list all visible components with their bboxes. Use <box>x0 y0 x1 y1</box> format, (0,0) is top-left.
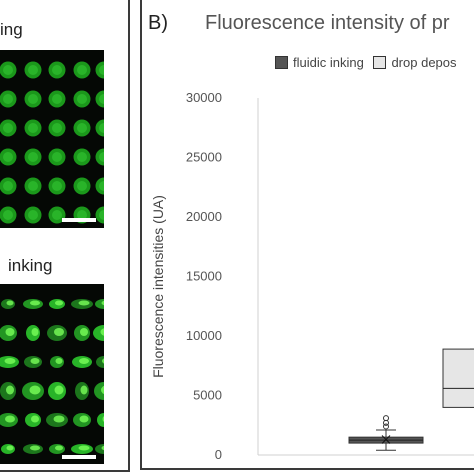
spot-core <box>3 210 13 220</box>
spot-core <box>52 181 62 191</box>
panel-a-bottom-label: inking <box>8 256 53 275</box>
spot-core <box>99 94 104 104</box>
spot-core <box>52 94 62 104</box>
y-tick-label: 10000 <box>186 328 222 343</box>
outlier-point <box>383 415 389 422</box>
y-tick-label: 20000 <box>186 209 222 224</box>
spot-core <box>29 385 41 395</box>
spot-core <box>28 210 38 220</box>
panel-a-frame <box>0 0 130 472</box>
spot-core <box>31 415 39 423</box>
y-tick-label: 25000 <box>186 150 222 165</box>
spot-core <box>79 358 89 364</box>
chart-title: Fluorescence intensity of pr <box>205 12 450 34</box>
spot-core <box>3 152 13 162</box>
micrograph-bottom <box>0 284 104 464</box>
panel-b-frame <box>140 0 474 470</box>
spot-core <box>77 181 87 191</box>
spot-core <box>28 181 38 191</box>
spot-core <box>55 445 63 451</box>
spot-core <box>77 123 87 133</box>
box-fluidic-inking <box>348 415 424 451</box>
spot-core <box>55 358 63 364</box>
panel-a-top-label: ing <box>0 20 23 39</box>
legend-label-fluidic: fluidic inking <box>293 55 364 70</box>
spot-core <box>99 123 104 133</box>
y-tick-label: 0 <box>215 447 222 462</box>
spot-core <box>6 300 14 306</box>
micrograph-top <box>0 50 104 228</box>
spot-core <box>28 65 38 75</box>
chart-legend: fluidic inking drop depos <box>275 55 463 72</box>
spot-core <box>54 385 64 395</box>
legend-swatch-fluidic <box>275 56 288 69</box>
spot-core <box>30 358 40 364</box>
spot-core <box>3 94 13 104</box>
spot-core <box>80 328 88 336</box>
outlier-point <box>383 423 389 430</box>
spot-core <box>102 358 104 364</box>
spot-core <box>30 300 40 306</box>
scale-bar-top <box>62 218 96 222</box>
y-tick-label: 5000 <box>193 388 222 403</box>
spot <box>93 325 104 341</box>
spot-core <box>99 65 104 75</box>
spot <box>95 299 104 309</box>
spot-core <box>28 123 38 133</box>
spot-core <box>3 65 13 75</box>
spot-core <box>100 328 104 336</box>
spot-core <box>5 415 15 423</box>
spot-core <box>78 445 90 451</box>
spot-core <box>28 152 38 162</box>
spot-core <box>101 445 104 451</box>
spot-core <box>54 328 64 336</box>
y-axis-label: Fluorescence intensities (UA) <box>150 195 166 378</box>
spot-core <box>31 328 39 336</box>
spot-core <box>99 152 104 162</box>
spot <box>94 382 104 400</box>
spot-core <box>6 385 14 395</box>
spot-core <box>52 65 62 75</box>
spot-core <box>28 94 38 104</box>
spot-core <box>52 152 62 162</box>
spot-core <box>77 210 87 220</box>
outlier-point <box>383 419 389 426</box>
spot-core <box>99 210 104 220</box>
legend-item-drop: drop depos <box>373 55 457 70</box>
spot-core <box>101 300 104 306</box>
spot-core <box>102 416 104 422</box>
spot-core <box>55 300 63 306</box>
spot <box>96 356 104 368</box>
box-drop-deposition <box>442 348 474 408</box>
scale-bar-bottom <box>62 455 96 459</box>
spot-core <box>52 123 62 133</box>
spot-core <box>53 415 65 423</box>
spot-core <box>77 65 87 75</box>
y-tick-label: 30000 <box>186 90 222 105</box>
spot-core <box>99 181 104 191</box>
spot-core <box>4 358 16 364</box>
legend-label-drop: drop depos <box>391 55 457 70</box>
spot-core <box>77 152 87 162</box>
spot-core <box>3 123 13 133</box>
spot-core <box>5 328 15 336</box>
spot-core <box>77 94 87 104</box>
spot-core <box>101 385 104 395</box>
y-tick-label: 15000 <box>186 269 222 284</box>
spot-core <box>6 445 14 451</box>
spot <box>97 413 104 427</box>
spot-core <box>80 385 88 395</box>
spot-core <box>52 210 62 220</box>
spot-core <box>30 445 40 451</box>
legend-swatch-drop <box>373 56 387 69</box>
mean-marker <box>381 435 391 444</box>
legend-item-fluidic: fluidic inking <box>275 55 364 70</box>
spot-core <box>78 300 90 306</box>
box <box>442 348 474 408</box>
spot-core <box>3 181 13 191</box>
panel-b-label: B) <box>148 12 168 34</box>
spot <box>95 444 104 454</box>
spot-core <box>79 415 89 423</box>
